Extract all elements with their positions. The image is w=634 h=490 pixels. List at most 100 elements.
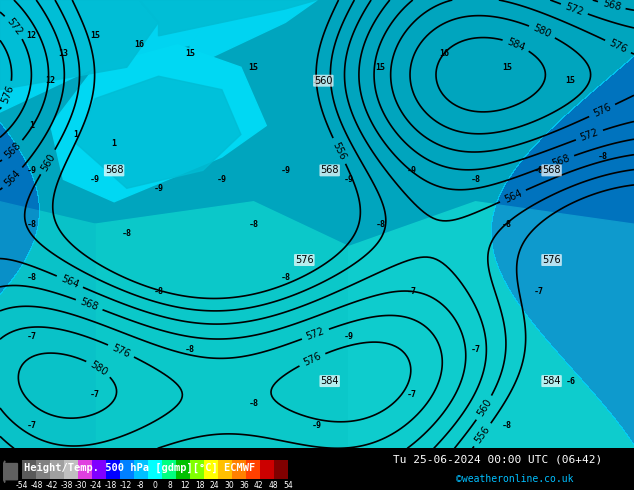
- Polygon shape: [139, 0, 317, 36]
- Text: -18: -18: [105, 481, 117, 490]
- Text: -7: -7: [470, 345, 481, 354]
- Text: -8: -8: [27, 273, 37, 282]
- Text: Tu 25-06-2024 00:00 UTC (06+42): Tu 25-06-2024 00:00 UTC (06+42): [393, 455, 602, 465]
- Text: 556: 556: [473, 424, 492, 445]
- Bar: [204, 460, 218, 479]
- Bar: [22, 460, 36, 479]
- Text: 54: 54: [283, 481, 294, 490]
- Text: 15: 15: [566, 76, 576, 85]
- Text: 568: 568: [550, 153, 571, 169]
- Text: -30: -30: [75, 481, 87, 490]
- Text: 30: 30: [224, 481, 234, 490]
- Text: 36: 36: [239, 481, 249, 490]
- Text: 15: 15: [502, 63, 512, 72]
- Polygon shape: [0, 0, 158, 90]
- Bar: [162, 460, 176, 479]
- Text: 576: 576: [592, 102, 612, 119]
- Text: -8: -8: [153, 287, 164, 296]
- Text: 24: 24: [210, 481, 219, 490]
- Polygon shape: [0, 202, 95, 448]
- Text: -8: -8: [122, 229, 132, 238]
- Text: -8: -8: [185, 345, 195, 354]
- FancyArrow shape: [0, 461, 18, 482]
- Bar: [261, 460, 275, 479]
- Text: -8: -8: [502, 421, 512, 430]
- Bar: [247, 460, 261, 479]
- Text: -8: -8: [597, 152, 607, 161]
- Text: -9: -9: [217, 175, 227, 184]
- Text: 18: 18: [195, 481, 204, 490]
- Bar: [36, 460, 50, 479]
- Bar: [275, 460, 288, 479]
- Text: 576: 576: [302, 351, 323, 368]
- Text: 16: 16: [439, 49, 449, 58]
- Bar: [148, 460, 162, 479]
- Text: -8: -8: [375, 220, 385, 229]
- Bar: [93, 460, 107, 479]
- Text: 572: 572: [4, 17, 24, 38]
- Text: 560: 560: [314, 75, 333, 86]
- Text: 568: 568: [3, 141, 23, 161]
- Text: 12: 12: [46, 76, 56, 85]
- Text: 1: 1: [112, 139, 117, 148]
- Text: 576: 576: [542, 255, 561, 265]
- Text: -42: -42: [46, 481, 58, 490]
- Text: 572: 572: [564, 1, 585, 17]
- Text: 580: 580: [88, 359, 109, 377]
- Text: 560: 560: [39, 151, 57, 172]
- Bar: [107, 460, 120, 479]
- Polygon shape: [51, 45, 266, 202]
- Text: -8: -8: [502, 220, 512, 229]
- Text: -9: -9: [312, 421, 322, 430]
- Text: -12: -12: [120, 481, 132, 490]
- Text: Height/Temp. 500 hPa [gdmp][°C] ECMWF: Height/Temp. 500 hPa [gdmp][°C] ECMWF: [24, 463, 256, 473]
- Text: -8: -8: [534, 166, 544, 175]
- Text: 12: 12: [180, 481, 190, 490]
- Polygon shape: [190, 0, 317, 67]
- Text: -7: -7: [27, 332, 37, 341]
- Text: -7: -7: [407, 390, 417, 399]
- Text: 0: 0: [153, 481, 158, 490]
- Text: 15: 15: [312, 76, 322, 85]
- Text: 568: 568: [79, 297, 100, 313]
- Text: 16: 16: [134, 40, 145, 49]
- Bar: [233, 460, 247, 479]
- Text: 572: 572: [579, 127, 600, 143]
- Text: 576: 576: [0, 84, 16, 105]
- Text: -9: -9: [27, 166, 37, 175]
- Text: 15: 15: [90, 31, 100, 40]
- Polygon shape: [76, 76, 241, 188]
- Text: 576: 576: [110, 343, 132, 359]
- Text: 564: 564: [3, 168, 23, 188]
- Text: 568: 568: [542, 165, 561, 175]
- Text: 560: 560: [475, 397, 493, 418]
- Text: -9: -9: [153, 184, 164, 193]
- Text: 584: 584: [542, 376, 561, 386]
- Text: -38: -38: [60, 481, 73, 490]
- Bar: [218, 460, 233, 479]
- Bar: [190, 460, 204, 479]
- Bar: [176, 460, 190, 479]
- Bar: [120, 460, 134, 479]
- Text: 564: 564: [60, 273, 81, 290]
- Text: -9: -9: [280, 166, 290, 175]
- Text: -8: -8: [27, 220, 37, 229]
- Text: -8: -8: [470, 175, 481, 184]
- Text: 576: 576: [295, 255, 314, 265]
- Text: 1: 1: [29, 121, 34, 130]
- Text: 568: 568: [602, 0, 622, 13]
- Text: 564: 564: [502, 188, 524, 204]
- Text: ©weatheronline.co.uk: ©weatheronline.co.uk: [456, 474, 574, 484]
- Text: -9: -9: [407, 166, 417, 175]
- Text: -8: -8: [249, 220, 259, 229]
- Text: 15: 15: [249, 63, 259, 72]
- Text: -54: -54: [16, 481, 29, 490]
- Bar: [64, 460, 78, 479]
- Text: 12: 12: [27, 31, 37, 40]
- Text: 580: 580: [532, 23, 553, 40]
- Text: -9: -9: [344, 332, 354, 341]
- Polygon shape: [0, 0, 222, 112]
- Text: 568: 568: [320, 165, 339, 175]
- Polygon shape: [349, 202, 634, 448]
- Bar: [134, 460, 148, 479]
